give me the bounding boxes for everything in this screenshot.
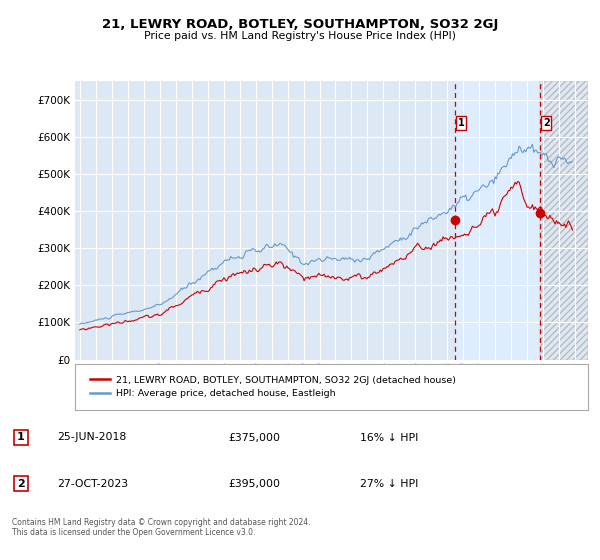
Text: 27% ↓ HPI: 27% ↓ HPI — [360, 479, 418, 489]
Text: £395,000: £395,000 — [228, 479, 280, 489]
Text: Contains HM Land Registry data © Crown copyright and database right 2024.
This d: Contains HM Land Registry data © Crown c… — [12, 518, 311, 537]
Text: £375,000: £375,000 — [228, 432, 280, 442]
Text: 27-OCT-2023: 27-OCT-2023 — [57, 479, 128, 489]
Text: 21, LEWRY ROAD, BOTLEY, SOUTHAMPTON, SO32 2GJ: 21, LEWRY ROAD, BOTLEY, SOUTHAMPTON, SO3… — [102, 18, 498, 31]
Bar — [541, 81, 588, 360]
Text: 25-JUN-2018: 25-JUN-2018 — [57, 432, 126, 442]
Legend: 21, LEWRY ROAD, BOTLEY, SOUTHAMPTON, SO32 2GJ (detached house), HPI: Average pri: 21, LEWRY ROAD, BOTLEY, SOUTHAMPTON, SO3… — [85, 371, 461, 403]
Text: 2: 2 — [17, 479, 25, 489]
Text: 16% ↓ HPI: 16% ↓ HPI — [360, 432, 418, 442]
Text: 1: 1 — [17, 432, 25, 442]
Text: 2: 2 — [543, 118, 550, 128]
Text: Price paid vs. HM Land Registry's House Price Index (HPI): Price paid vs. HM Land Registry's House … — [144, 31, 456, 41]
Bar — [455, 81, 541, 360]
Text: 1: 1 — [458, 118, 464, 128]
